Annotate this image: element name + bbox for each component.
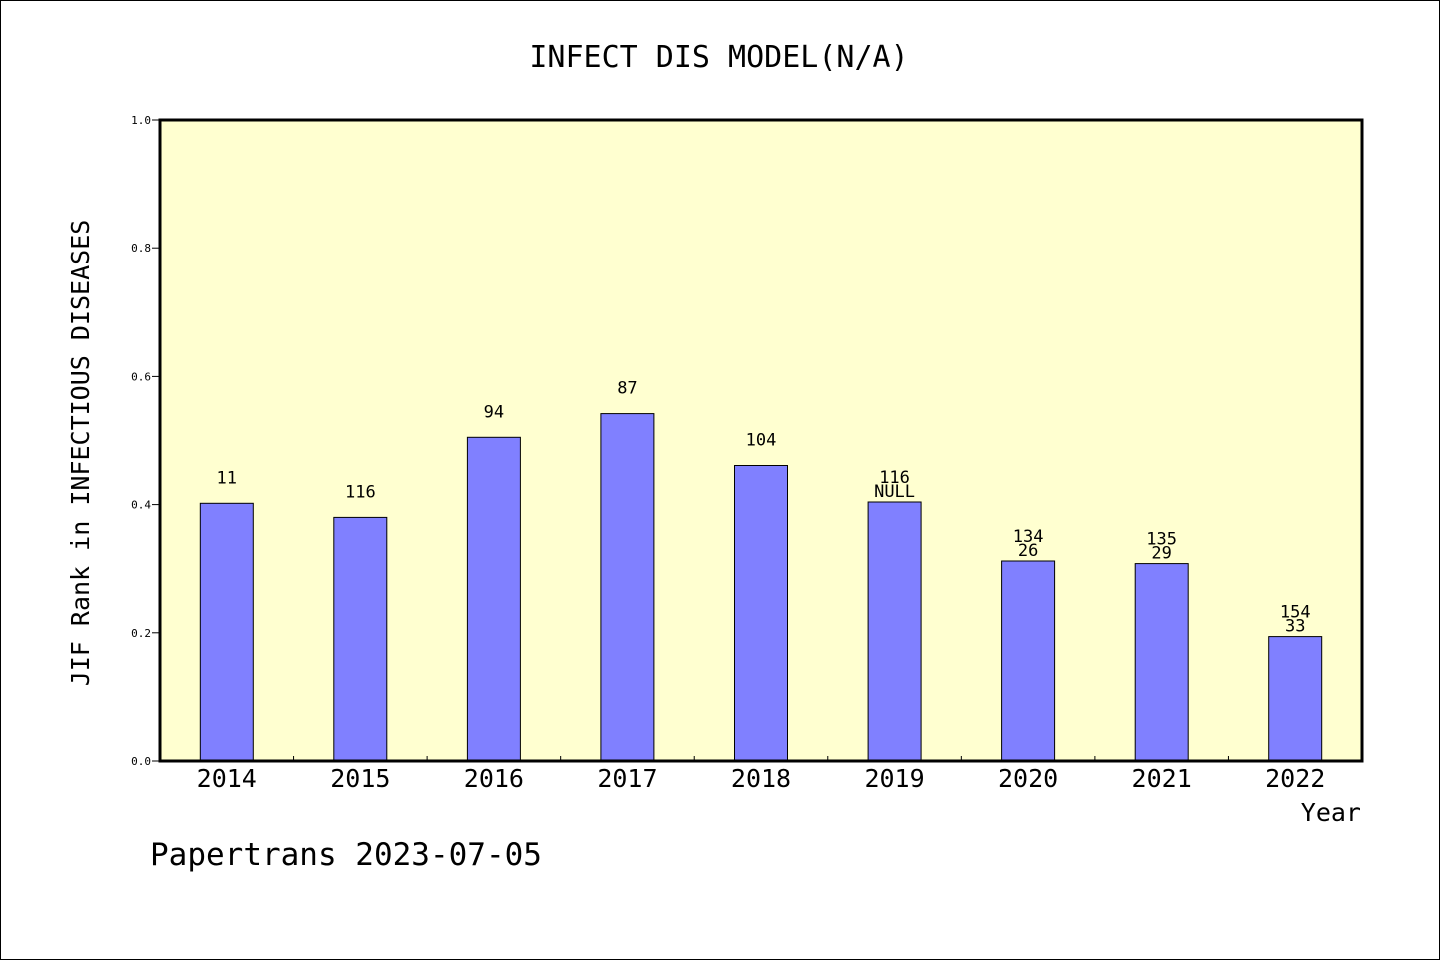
bar-label-bottom-2022: 33	[1285, 617, 1305, 637]
bar-2022	[1268, 636, 1323, 762]
bar-label-2015: 116	[345, 482, 376, 502]
x-axis-label: Year	[1301, 798, 1361, 827]
x-tick-label-2018: 2018	[731, 764, 791, 793]
x-tick-label-2017: 2017	[597, 764, 657, 793]
bar-label-2018: 104	[746, 431, 777, 451]
y-tick-label-0.2: 0.2	[131, 627, 151, 640]
x-tick-label-2015: 2015	[330, 764, 390, 793]
bar-2020	[1001, 560, 1056, 762]
footer-text: Papertrans 2023-07-05	[150, 837, 542, 873]
bar-2014	[199, 502, 254, 762]
x-tick-label-2019: 2019	[864, 764, 924, 793]
bar-2021	[1134, 563, 1189, 762]
y-axis-label: JIF Rank in INFECTIOUS DISEASES	[66, 220, 95, 687]
x-tick-label-2020: 2020	[998, 764, 1058, 793]
plot-border	[158, 118, 1364, 763]
y-tick-label-1.0: 1.0	[131, 114, 151, 127]
y-tick-label-0.0: 0.0	[131, 755, 151, 768]
bar-label-top-2019: 116	[879, 468, 910, 488]
bar-label-2014: 11	[217, 468, 237, 488]
bar-label-2017: 87	[617, 379, 637, 399]
x-tick-label-2021: 2021	[1132, 764, 1192, 793]
bar-label-bottom-2020: 26	[1018, 541, 1038, 561]
x-tick-label-2016: 2016	[464, 764, 524, 793]
bar-2016	[466, 436, 521, 762]
x-tick-label-2014: 2014	[197, 764, 257, 793]
y-tick-label-0.6: 0.6	[131, 370, 151, 383]
bar-2017	[600, 413, 655, 762]
chart-title: INFECT DIS MODEL(N/A)	[529, 40, 908, 75]
bar-label-top-2020: 134	[1013, 527, 1044, 547]
y-tick-label-0.4: 0.4	[131, 499, 151, 512]
bar-2019	[867, 501, 922, 762]
y-tick-label-0.8: 0.8	[131, 242, 151, 255]
bar-label-bottom-2021: 29	[1151, 544, 1171, 564]
x-tick-label-2022: 2022	[1265, 764, 1325, 793]
bar-label-2016: 94	[484, 402, 504, 422]
bar-label-bottom-2019: NULL	[874, 482, 915, 502]
bar-2015	[333, 516, 388, 762]
bar-label-top-2022: 154	[1280, 603, 1311, 623]
bar-label-top-2021: 135	[1146, 530, 1177, 550]
bar-2018	[734, 465, 788, 762]
